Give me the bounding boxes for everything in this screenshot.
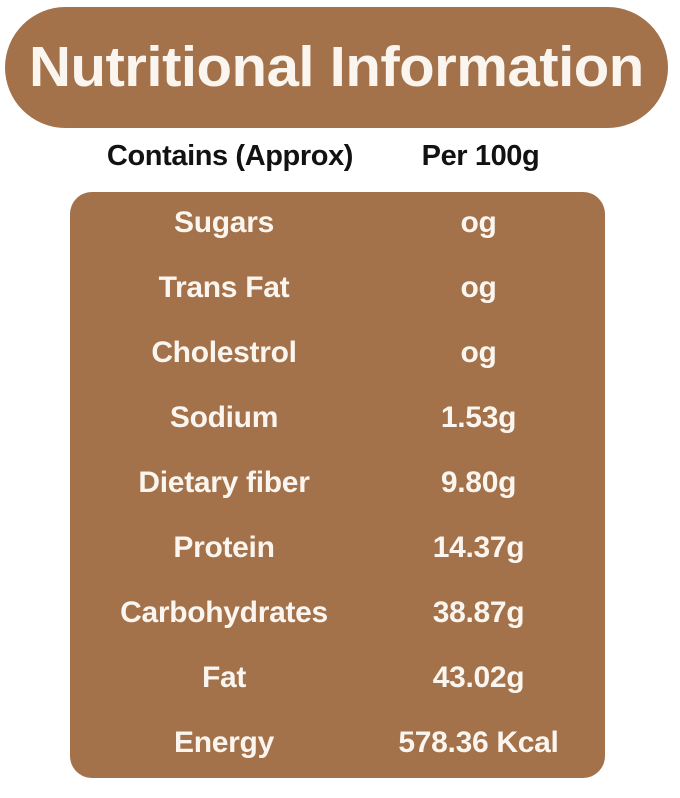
column-header-per-100g: Per 100g [421, 139, 540, 172]
nutrient-value: 14.37g [432, 531, 525, 564]
nutrient-name: Protein [173, 531, 275, 564]
column-header-contains: Contains (Approx) [106, 139, 354, 172]
nutrient-value: og [460, 336, 497, 369]
nutrition-header-banner: Nutritional Information [5, 7, 668, 128]
nutrient-value: og [460, 206, 497, 239]
nutrient-value: og [460, 271, 497, 304]
table-row: Trans Fat og [70, 256, 605, 321]
nutrient-name: Fat [201, 661, 247, 694]
table-row: Sodium 1.53g [70, 386, 605, 451]
nutrient-name: Sodium [169, 401, 279, 434]
table-row: Carbohydrates 38.87g [70, 581, 605, 646]
table-row: Protein 14.37g [70, 516, 605, 581]
nutrient-value: 38.87g [432, 596, 525, 629]
table-row: Cholestrol og [70, 321, 605, 386]
nutrient-value: 43.02g [432, 661, 525, 694]
table-row: Dietary fiber 9.80g [70, 451, 605, 516]
nutrient-value: 578.36 Kcal [398, 726, 559, 759]
table-row: Energy 578.36 Kcal [70, 711, 605, 776]
table-column-header-row: Contains (Approx) Per 100g [70, 132, 605, 180]
table-row: Fat 43.02g [70, 646, 605, 711]
nutrient-name: Energy [174, 726, 274, 759]
nutrient-value: 1.53g [440, 401, 517, 434]
page-title: Nutritional Information [29, 35, 644, 99]
nutrition-facts-table: Sugars og Trans Fat og Cholestrol og Sodium 1.5… [70, 192, 605, 778]
nutrient-value: 9.80g [440, 466, 517, 499]
table-row: Sugars og [70, 191, 605, 256]
nutrient-name: Carbohydrates [120, 596, 328, 629]
nutrient-name: Sugars [174, 206, 274, 239]
nutrient-name: Dietary fiber [138, 466, 310, 499]
nutrient-name: Trans Fat [158, 271, 290, 304]
nutrient-name: Cholestrol [151, 336, 297, 369]
